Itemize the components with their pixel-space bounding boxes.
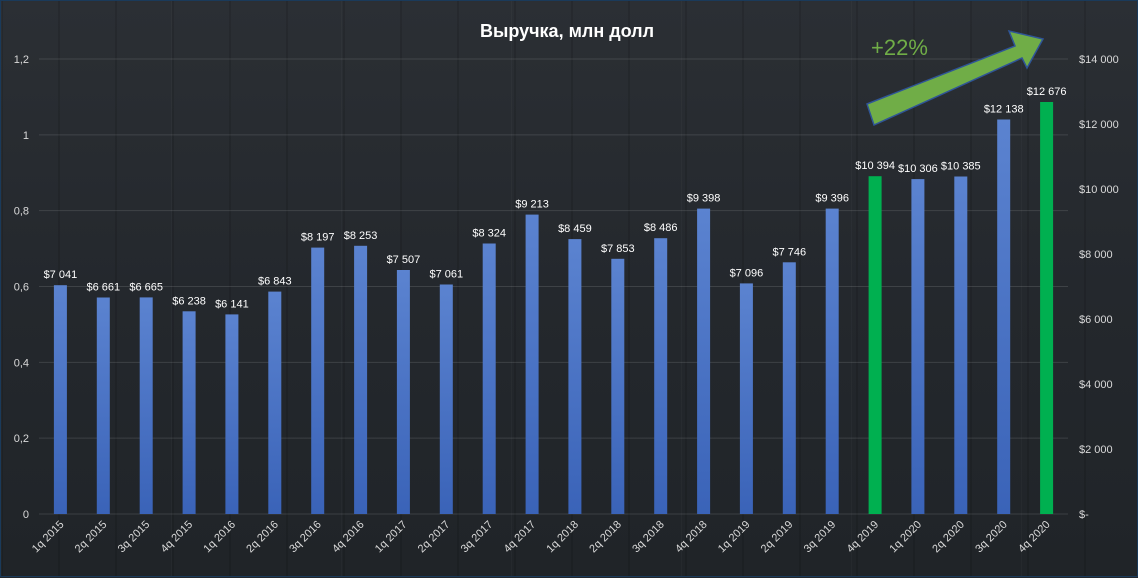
bar [568, 239, 582, 514]
bar [182, 311, 196, 514]
bar [53, 285, 67, 514]
data-label: $7 061 [429, 269, 463, 281]
gridlines [39, 58, 1068, 515]
bar [354, 245, 368, 515]
category-label: 3q 2020 [973, 519, 1010, 556]
data-label: $12 138 [984, 104, 1024, 116]
bar [225, 314, 239, 514]
left-tick-label: 0,4 [14, 357, 29, 369]
data-label: $9 213 [515, 199, 549, 211]
left-tick-label: 0 [23, 509, 29, 521]
right-tick-label: $10 000 [1079, 184, 1119, 196]
data-label: $9 396 [815, 193, 849, 205]
category-label: 1q 2015 [30, 519, 67, 556]
category-label: 2q 2016 [244, 519, 281, 556]
bar [954, 176, 968, 514]
data-label: $8 324 [472, 228, 506, 240]
data-label: $7 746 [772, 246, 806, 258]
category-label: 2q 2018 [587, 519, 624, 556]
data-label: $6 661 [86, 282, 120, 294]
category-label: 2q 2015 [73, 519, 110, 556]
right-axis: $- $2 000 $4 000 $6 000 $8 000 $10 000 $12 000… [1079, 54, 1119, 521]
category-label: 3q 2018 [630, 519, 667, 556]
category-label: 4q 2019 [845, 519, 882, 556]
data-label: $12 676 [1027, 86, 1067, 98]
bar [311, 247, 325, 514]
right-tick-label: $6 000 [1079, 314, 1113, 326]
bar [139, 297, 153, 514]
right-tick-label: $8 000 [1079, 249, 1113, 261]
left-axis: 0 0,2 0,4 0,6 0,8 1 1,2 [14, 54, 29, 521]
data-label: $7 096 [730, 267, 764, 279]
bar [825, 208, 839, 514]
category-label: 3q 2019 [802, 519, 839, 556]
right-tick-label: $14 000 [1079, 54, 1119, 66]
data-label: $7 507 [387, 254, 421, 266]
category-label: 1q 2017 [373, 519, 410, 556]
chart-title: Выручка, млн долл [480, 21, 654, 41]
bar [997, 119, 1011, 514]
category-labels: 1q 2015 2q 2015 3q 2015 4q 2015 1q 2016 2q 20… [30, 519, 1053, 556]
category-label: 3q 2017 [459, 519, 496, 556]
bar [654, 238, 668, 514]
data-label: $7 041 [44, 269, 78, 281]
category-label: 3q 2016 [287, 519, 324, 556]
data-label: $9 398 [687, 193, 721, 205]
category-label: 2q 2017 [416, 519, 453, 556]
data-label: $8 486 [644, 222, 678, 234]
bar [439, 284, 453, 514]
left-tick-label: 1,2 [14, 54, 29, 66]
category-label: 1q 2019 [716, 519, 753, 556]
bars [53, 102, 1054, 515]
data-label: $6 665 [129, 281, 163, 293]
category-label: 1q 2018 [544, 519, 581, 556]
right-tick-label: $2 000 [1079, 444, 1113, 456]
data-label: $6 238 [172, 295, 206, 307]
category-label: 4q 2020 [1016, 519, 1053, 556]
bar [525, 214, 539, 514]
bar [782, 262, 796, 514]
left-tick-label: 0,2 [14, 433, 29, 445]
data-label: $6 843 [258, 276, 292, 288]
right-tick-label: $12 000 [1079, 119, 1119, 131]
right-tick-label: $- [1079, 509, 1089, 521]
category-label: 3q 2015 [116, 519, 153, 556]
data-labels: $7 041 $6 661 $6 665 $6 238 $6 141 $6 843 $8 1… [44, 86, 1067, 310]
data-label: $8 459 [558, 223, 592, 235]
left-tick-label: 0,8 [14, 206, 29, 218]
data-label: $10 394 [855, 160, 895, 172]
data-label: $10 306 [898, 163, 938, 175]
highlighted-bar [868, 176, 882, 514]
data-label: $6 141 [215, 298, 249, 310]
growth-annotation: +22% [871, 35, 928, 60]
data-label: $7 853 [601, 243, 635, 255]
left-tick-label: 1 [23, 130, 29, 142]
bar [96, 297, 110, 514]
data-label: $10 385 [941, 161, 981, 173]
category-label: 4q 2018 [673, 519, 710, 556]
category-label: 2q 2020 [930, 519, 967, 556]
category-label: 4q 2015 [159, 519, 196, 556]
bar [911, 179, 925, 514]
category-label: 1q 2020 [887, 519, 924, 556]
highlighted-bar [1040, 102, 1054, 514]
bar [697, 208, 711, 514]
bar [611, 258, 625, 514]
category-label: 1q 2016 [201, 519, 238, 556]
data-label: $8 253 [344, 230, 378, 242]
category-label: 2q 2019 [759, 519, 796, 556]
bar [482, 243, 496, 514]
left-tick-label: 0,6 [14, 282, 29, 294]
right-tick-label: $4 000 [1079, 379, 1113, 391]
bar [396, 270, 410, 514]
bar [268, 291, 282, 514]
data-label: $8 197 [301, 232, 335, 244]
category-label: 4q 2016 [330, 519, 367, 556]
growth-arrow-icon [866, 29, 1045, 127]
bar [739, 283, 753, 514]
category-label: 4q 2017 [502, 519, 539, 556]
